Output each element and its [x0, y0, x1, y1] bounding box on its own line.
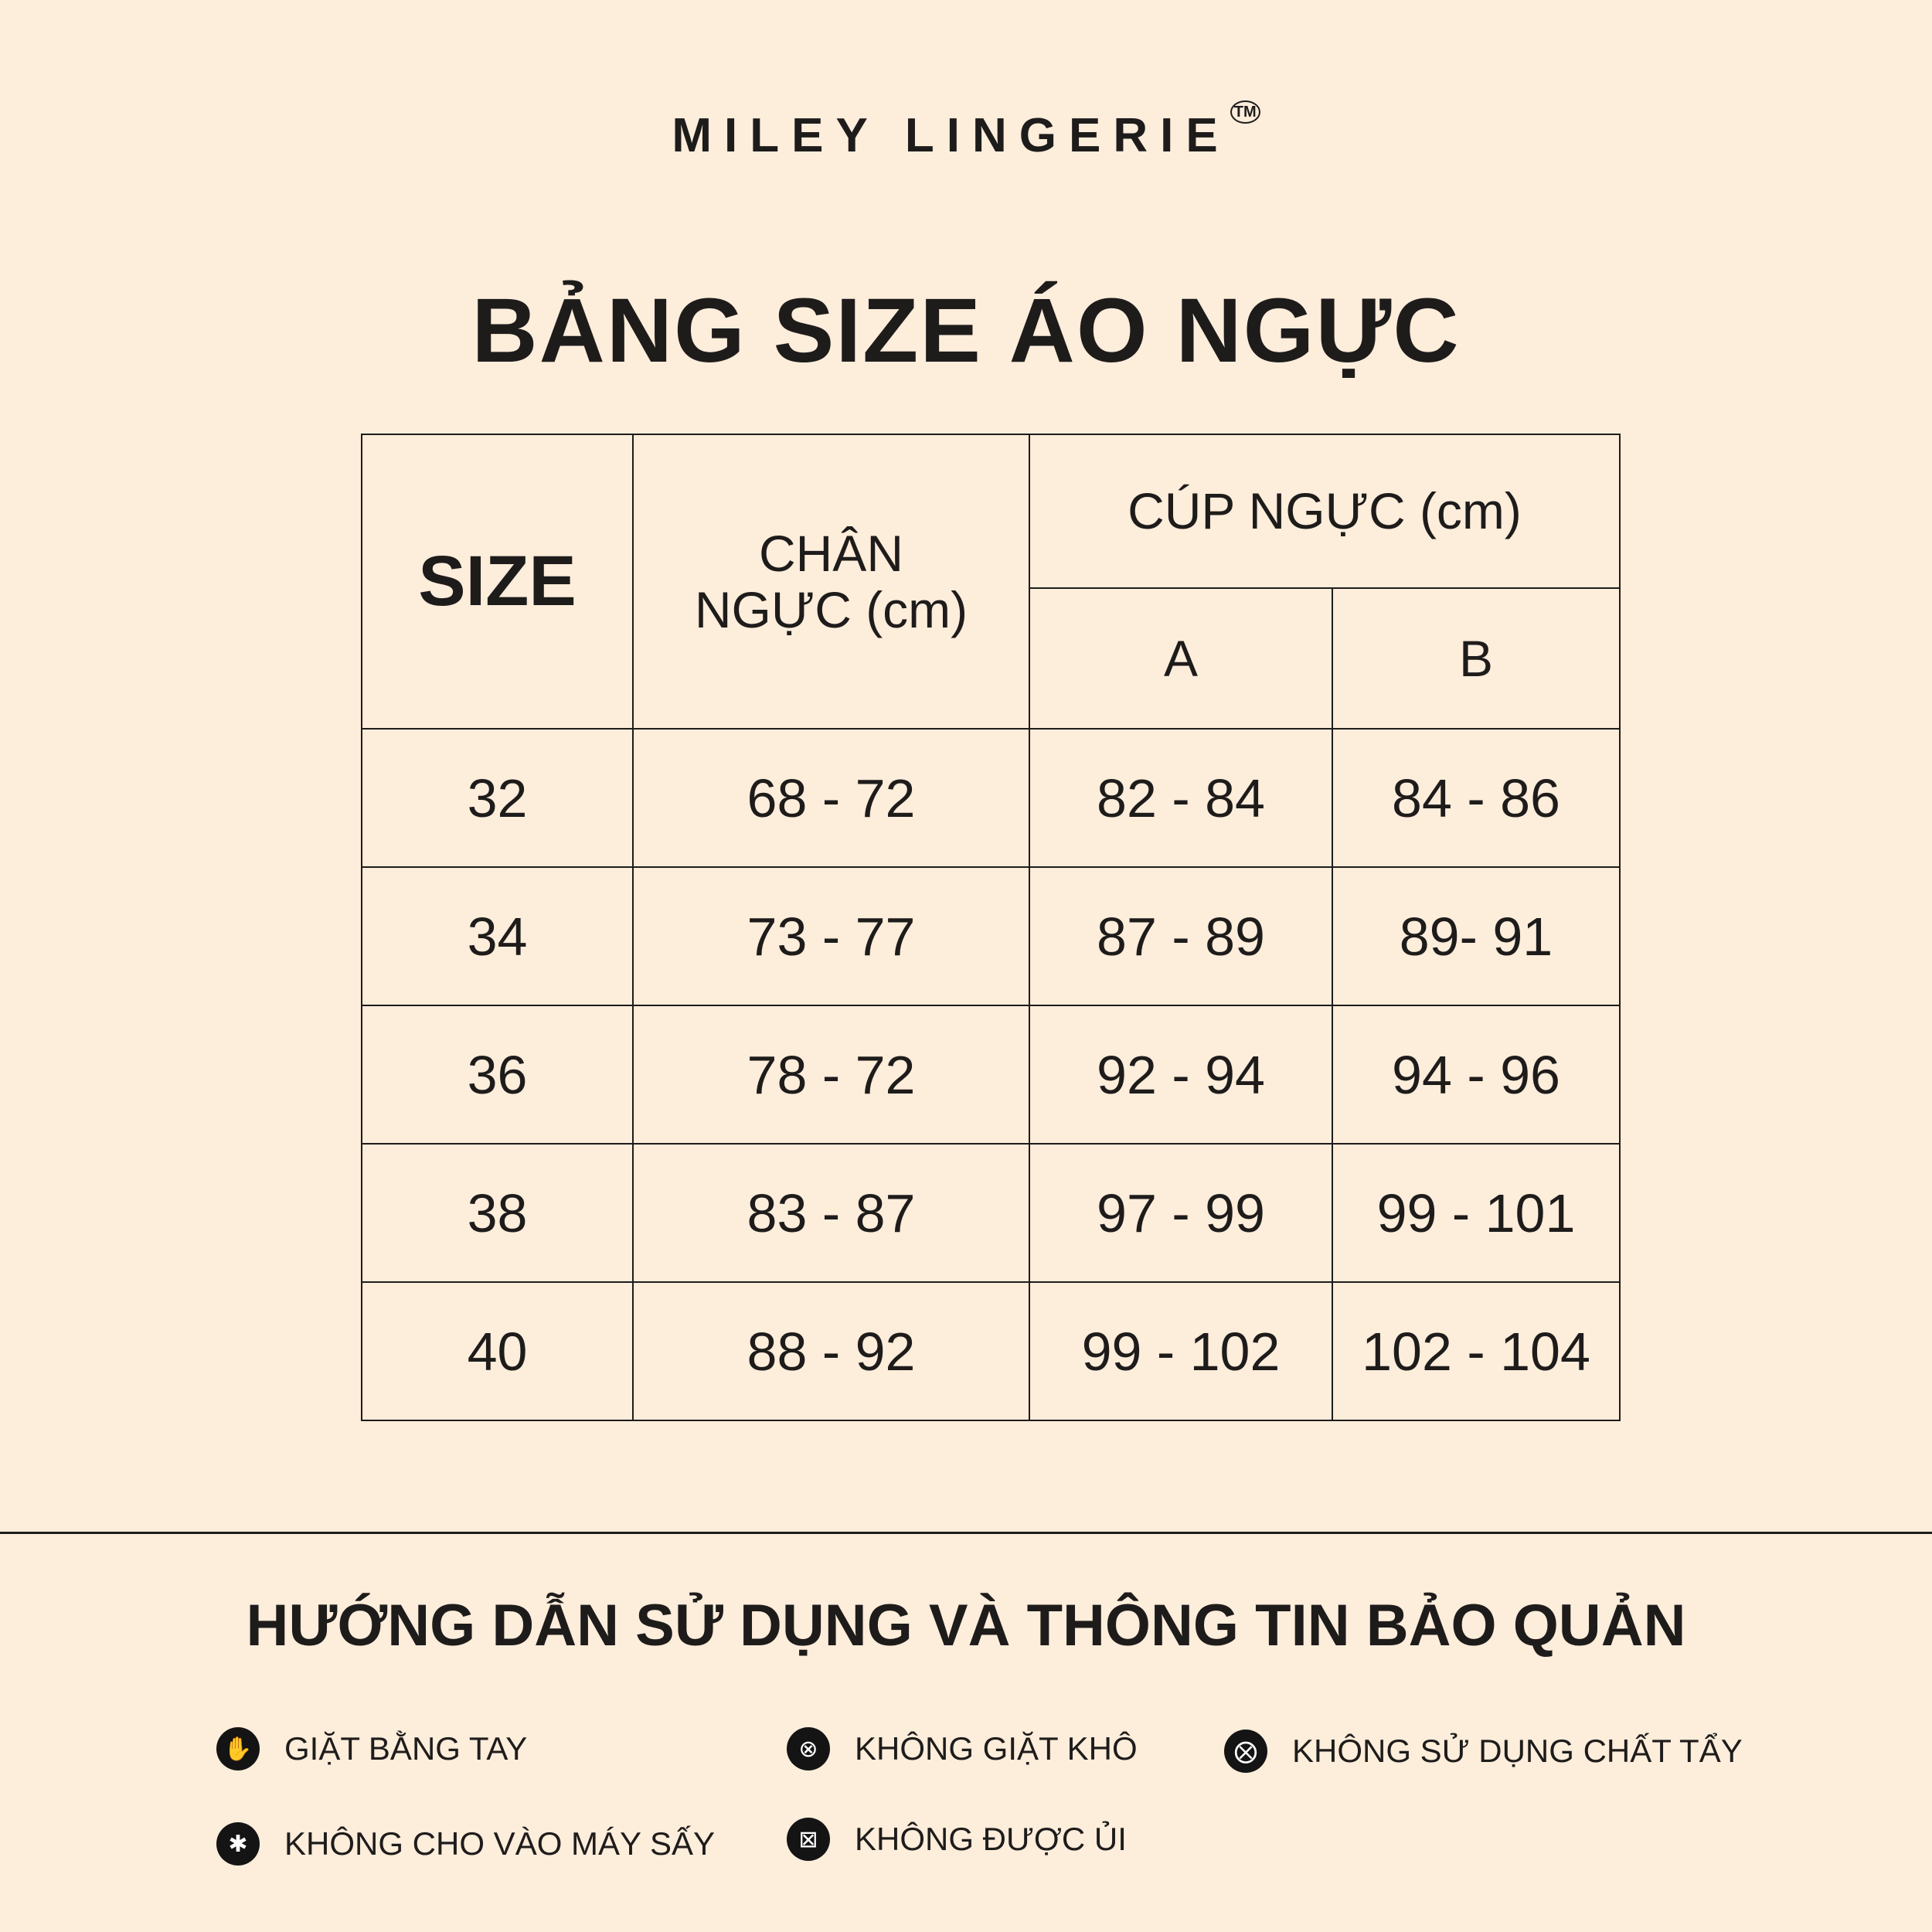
cell-underbust: 78 - 72	[632, 1005, 1030, 1145]
care-item-no-bleach: ⨂ KHÔNG SỬ DỤNG CHẤT TẨY	[1224, 1730, 1743, 1773]
care-item-no-iron: ⊠ KHÔNG ĐƯỢC ỦI	[787, 1818, 1127, 1861]
cell-size: 38	[361, 1143, 634, 1283]
cell-underbust: 83 - 87	[632, 1143, 1030, 1283]
cell-size: 36	[361, 1005, 634, 1145]
cell-cup-a: 99 - 102	[1029, 1281, 1333, 1421]
no-tumble-dry-icon: ✱	[216, 1822, 260, 1866]
no-bleach-icon: ⨂	[1224, 1730, 1267, 1773]
cell-cup-b: 84 - 86	[1332, 728, 1621, 868]
brand-logo: MILEY LINGERIE TM	[0, 100, 1932, 163]
no-dry-clean-icon: ⊗	[787, 1727, 830, 1770]
cell-underbust: 73 - 77	[632, 866, 1030, 1006]
cell-size: 40	[361, 1281, 634, 1421]
care-item-no-dry-clean: ⊗ KHÔNG GIẶT KHÔ	[787, 1727, 1138, 1770]
table-row: 40 88 - 92 99 - 102 102 - 104	[361, 1281, 1621, 1421]
header-cup-a: A	[1029, 587, 1333, 730]
cell-cup-a: 82 - 84	[1029, 728, 1333, 868]
brand-name: MILEY LINGERIE	[672, 109, 1230, 162]
cell-size: 32	[361, 728, 634, 868]
care-title: HƯỚNG DẪN SỬ DỤNG VÀ THÔNG TIN BẢO QUẢN	[246, 1593, 1686, 1658]
cell-cup-a: 92 - 94	[1029, 1005, 1333, 1145]
table-row: 34 73 - 77 87 - 89 89- 91	[361, 866, 1621, 1006]
care-item-no-tumble-dry: ✱ KHÔNG CHO VÀO MÁY SẤY	[216, 1822, 715, 1866]
table-row: 38 83 - 87 97 - 99 99 - 101	[361, 1143, 1621, 1283]
cell-cup-b: 94 - 96	[1332, 1005, 1621, 1145]
header-cup: CÚP NGỰC (cm)	[1029, 434, 1621, 589]
header-underbust: CHÂN NGỰC (cm)	[632, 434, 1030, 730]
trademark-mark: TM	[1230, 100, 1260, 124]
cell-cup-b: 89- 91	[1332, 866, 1621, 1006]
header-size: SIZE	[361, 434, 634, 730]
care-item-hand-wash: ✋ GIẶT BẰNG TAY	[216, 1727, 527, 1770]
cell-cup-a: 97 - 99	[1029, 1143, 1333, 1283]
cell-cup-b: 99 - 101	[1332, 1143, 1621, 1283]
care-label: KHÔNG CHO VÀO MÁY SẤY	[284, 1825, 716, 1862]
cell-underbust: 88 - 92	[632, 1281, 1030, 1421]
cell-cup-b: 102 - 104	[1332, 1281, 1621, 1421]
care-label: KHÔNG SỬ DỤNG CHẤT TẨY	[1292, 1733, 1743, 1769]
size-table: SIZE CHÂN NGỰC (cm) CÚP NGỰC (cm) A B 32…	[361, 434, 1621, 1421]
header-cup-b: B	[1332, 587, 1621, 730]
care-label: GIẶT BẰNG TAY	[284, 1730, 528, 1767]
no-iron-icon: ⊠	[787, 1818, 830, 1861]
cell-size: 34	[361, 866, 634, 1006]
care-label: KHÔNG GIẶT KHÔ	[855, 1730, 1138, 1767]
table-row: 36 78 - 72 92 - 94 94 - 96	[361, 1005, 1621, 1145]
page-title: BẢNG SIZE ÁO NGỰC	[471, 280, 1461, 382]
cell-underbust: 68 - 72	[632, 728, 1030, 868]
hand-wash-icon: ✋	[216, 1727, 260, 1770]
section-divider	[0, 1532, 1932, 1534]
table-row: 32 68 - 72 82 - 84 84 - 86	[361, 728, 1621, 868]
cell-cup-a: 87 - 89	[1029, 866, 1333, 1006]
care-label: KHÔNG ĐƯỢC ỦI	[855, 1821, 1127, 1857]
